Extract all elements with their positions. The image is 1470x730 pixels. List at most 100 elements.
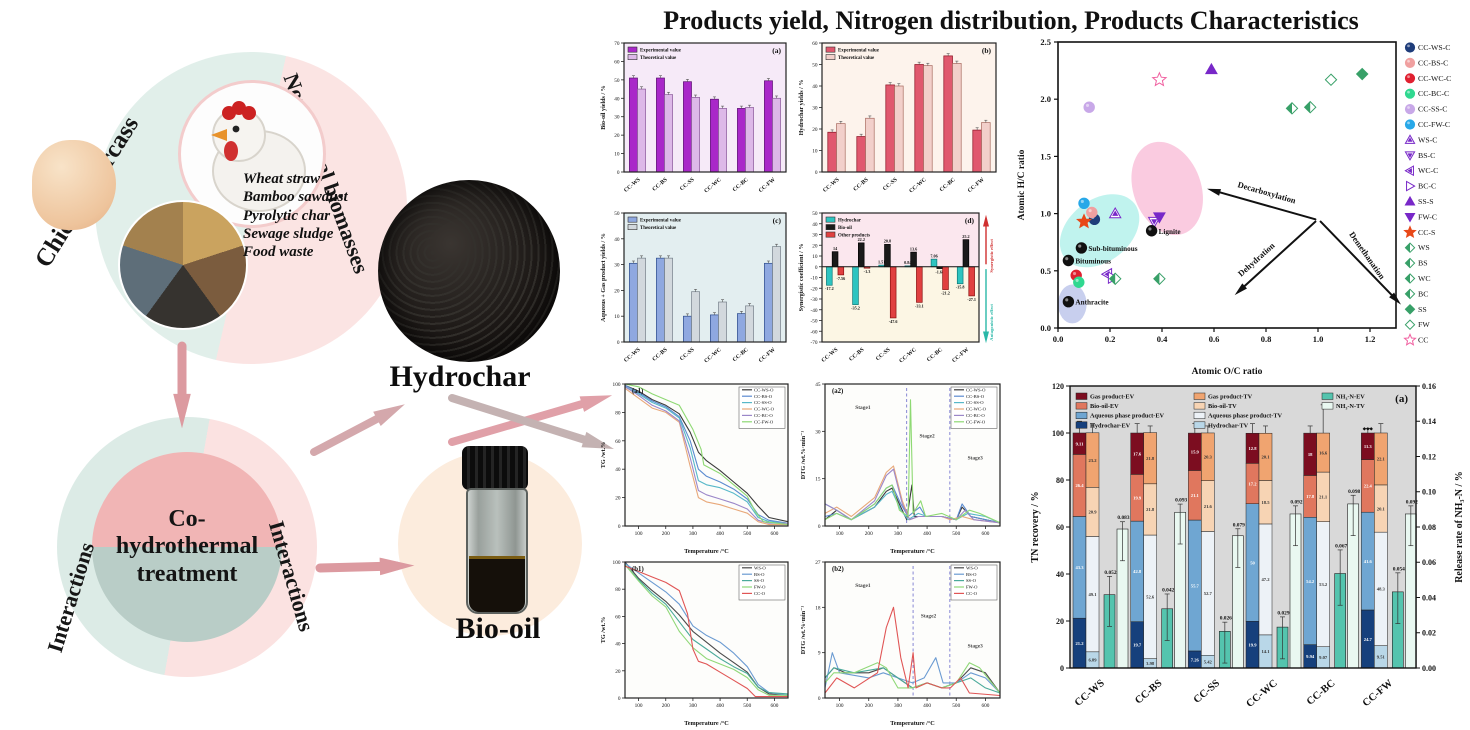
svg-text:(b1): (b1) (632, 566, 644, 573)
svg-text:Bio-oil: Bio-oil (838, 226, 852, 231)
svg-text:24.7: 24.7 (1364, 637, 1373, 642)
svg-text:Temperature /°C: Temperature /°C (890, 548, 935, 555)
svg-text:0.042: 0.042 (1162, 587, 1174, 593)
svg-text:Synergistic effect: Synergistic effect (989, 239, 994, 273)
page-title: Products yield, Nitrogen distribution, P… (663, 6, 1359, 35)
svg-text:-21.2: -21.2 (941, 291, 950, 296)
svg-text:500: 500 (743, 531, 751, 537)
chart-tg-blends: 0 20 40 60 80 100 100 200 300 400 500 600 Temperatur… (600, 382, 789, 555)
svg-text:TN recovery / %: TN recovery / % (1030, 491, 1041, 562)
svg-text:Stage2: Stage2 (921, 613, 937, 619)
svg-text:CC-SS-O: CC-SS-O (754, 400, 772, 405)
svg-text:0.092: 0.092 (1406, 499, 1418, 505)
svg-text:100: 100 (836, 531, 844, 537)
svg-text:45: 45 (815, 382, 821, 388)
bio-oil-label: Bio-oil (455, 612, 541, 645)
biomass-item: Food waste (243, 244, 314, 261)
svg-text:500: 500 (743, 703, 751, 709)
svg-text:CC-BC-O: CC-BC-O (754, 413, 773, 418)
svg-text:CC-SS-C: CC-SS-C (1418, 105, 1447, 114)
svg-text:0.12: 0.12 (1422, 452, 1436, 461)
svg-text:TG /wt.%: TG /wt.% (600, 442, 607, 468)
svg-text:CC-FW: CC-FW (758, 177, 777, 194)
svg-text:0.0: 0.0 (1040, 323, 1051, 333)
svg-text:0: 0 (815, 265, 818, 271)
svg-text:CC-WC: CC-WC (703, 347, 722, 365)
svg-text:Bio-oil-EV: Bio-oil-EV (1090, 403, 1119, 410)
svg-text:FW-C: FW-C (1418, 212, 1437, 221)
chart-dtg-singles: 0 9 18 27 100 200 300 400 500 600 Stage1 Stage2 Stag… (800, 560, 1001, 727)
svg-text:Aqueous phase product-TV: Aqueous phase product-TV (1208, 413, 1283, 420)
svg-text:CC-SS-O: CC-SS-O (966, 400, 984, 405)
svg-text:SS-S: SS-S (1418, 197, 1434, 206)
svg-text:80: 80 (615, 410, 621, 416)
svg-text:20: 20 (614, 133, 620, 139)
svg-text:Hydrochar: Hydrochar (838, 219, 862, 224)
chicken-carcass-photo (32, 140, 116, 230)
svg-text:0.052: 0.052 (1104, 570, 1116, 576)
svg-text:50: 50 (614, 78, 620, 84)
svg-text:(a): (a) (772, 46, 781, 55)
svg-text:30: 30 (812, 233, 818, 239)
svg-text:1.5: 1.5 (1040, 151, 1051, 161)
svg-text:17.6: 17.6 (1133, 451, 1142, 456)
svg-text:100: 100 (613, 382, 621, 388)
svg-text:20.9: 20.9 (1088, 510, 1097, 515)
svg-text:Experimental value: Experimental value (640, 49, 682, 54)
svg-text:22.1: 22.1 (1377, 457, 1386, 462)
svg-text:BC: BC (1418, 289, 1428, 298)
svg-text:0: 0 (617, 170, 620, 176)
svg-text:400: 400 (716, 703, 724, 709)
svg-text:60: 60 (614, 59, 620, 65)
svg-text:0.10: 0.10 (1422, 488, 1436, 497)
svg-text:40: 40 (615, 642, 621, 648)
svg-text:CC-FW: CC-FW (1361, 678, 1396, 710)
chicken-photo (178, 80, 326, 228)
svg-text:21.6: 21.6 (1204, 504, 1213, 509)
svg-text:19.7: 19.7 (1133, 643, 1142, 648)
svg-text:Stage2: Stage2 (919, 434, 935, 440)
svg-text:0.098: 0.098 (1348, 489, 1360, 495)
svg-text:(a2): (a2) (832, 388, 843, 395)
svg-text:14: 14 (833, 246, 838, 251)
svg-text:(b): (b) (982, 46, 992, 55)
svg-text:CC-BC-O: CC-BC-O (966, 413, 985, 418)
svg-text:30: 30 (614, 263, 620, 269)
biomass-item: Wheat straw (243, 171, 321, 187)
svg-text:300: 300 (894, 703, 902, 709)
svg-text:0.04: 0.04 (1422, 593, 1436, 602)
biomass-item: Sewage sludge (243, 225, 334, 242)
svg-text:50: 50 (812, 211, 818, 217)
svg-text:(a1): (a1) (632, 388, 643, 395)
svg-text:120: 120 (1052, 382, 1064, 391)
svg-text:SS: SS (1418, 305, 1427, 314)
svg-text:0.083: 0.083 (1117, 515, 1129, 521)
svg-text:Theoretical value: Theoretical value (838, 56, 875, 61)
svg-text:1.0: 1.0 (1313, 334, 1324, 344)
svg-text:6.89: 6.89 (1088, 658, 1097, 663)
svg-text:CC-SS: CC-SS (1192, 678, 1222, 706)
svg-text:42.8: 42.8 (1133, 569, 1142, 574)
svg-text:100: 100 (635, 703, 643, 709)
svg-text:CC-BS: CC-BS (652, 177, 669, 193)
svg-text:CC-WC-O: CC-WC-O (966, 407, 987, 412)
svg-text:20: 20 (615, 496, 621, 502)
svg-text:CC-WS: CC-WS (821, 347, 840, 364)
svg-text:CC-WS-O: CC-WS-O (754, 387, 774, 392)
svg-text:52.7: 52.7 (1204, 591, 1213, 596)
svg-text:0.14: 0.14 (1422, 417, 1436, 426)
svg-text:60: 60 (615, 614, 621, 620)
svg-text:50: 50 (812, 63, 818, 69)
svg-text:0.0: 0.0 (1053, 334, 1064, 344)
svg-text:40: 40 (1056, 570, 1064, 579)
svg-text:CC-WS-O: CC-WS-O (966, 387, 986, 392)
svg-text:100: 100 (613, 560, 621, 566)
svg-text:30: 30 (812, 106, 818, 112)
svg-text:0: 0 (618, 524, 621, 530)
svg-text:2.5: 2.5 (1040, 37, 1051, 47)
svg-text:0: 0 (815, 170, 818, 176)
svg-text:30: 30 (614, 115, 620, 121)
svg-text:CC-FW: CC-FW (951, 347, 970, 364)
